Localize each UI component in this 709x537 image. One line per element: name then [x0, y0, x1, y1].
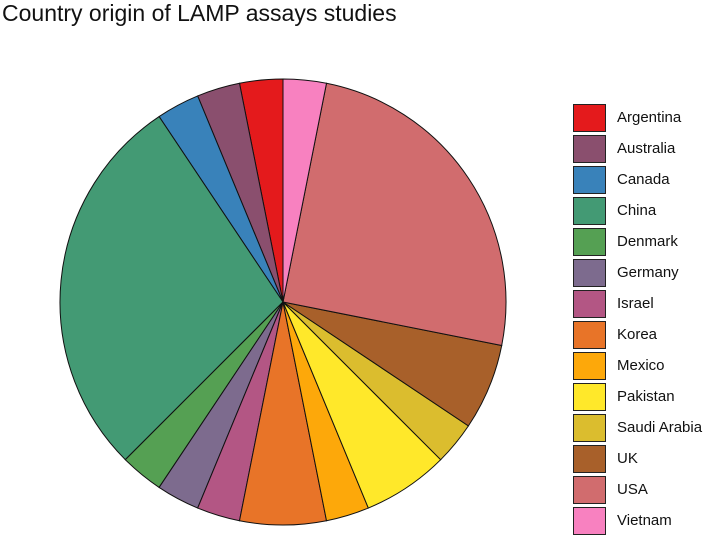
legend-swatch — [573, 506, 606, 535]
legend-item-mexico: Mexico — [573, 350, 702, 381]
legend-label: UK — [617, 450, 638, 467]
legend-item-australia: Australia — [573, 133, 702, 164]
legend-swatch — [573, 165, 606, 194]
legend-item-denmark: Denmark — [573, 226, 702, 257]
legend-swatch — [573, 258, 606, 287]
legend-label: Pakistan — [617, 388, 675, 405]
legend-label: Canada — [617, 171, 670, 188]
legend-item-israel: Israel — [573, 288, 702, 319]
legend: Argentina Australia Canada China Denmark Germ… — [573, 102, 702, 536]
legend-label: Israel — [617, 295, 654, 312]
legend-item-korea: Korea — [573, 319, 702, 350]
legend-label: Denmark — [617, 233, 678, 250]
legend-swatch — [573, 227, 606, 256]
legend-item-argentina: Argentina — [573, 102, 702, 133]
legend-swatch — [573, 351, 606, 380]
legend-item-usa: USA — [573, 474, 702, 505]
legend-label: Germany — [617, 264, 679, 281]
legend-item-vietnam: Vietnam — [573, 505, 702, 536]
legend-item-saudi-arabia: Saudi Arabia — [573, 412, 702, 443]
legend-swatch — [573, 444, 606, 473]
legend-item-germany: Germany — [573, 257, 702, 288]
chart-title: Country origin of LAMP assays studies — [2, 0, 397, 26]
legend-item-canada: Canada — [573, 164, 702, 195]
pie-slice-china — [59, 115, 284, 461]
legend-swatch — [573, 382, 606, 411]
legend-swatch — [573, 289, 606, 318]
legend-swatch — [573, 413, 606, 442]
legend-label: Saudi Arabia — [617, 419, 703, 436]
legend-label: USA — [617, 481, 648, 498]
pie-slice-vietnam — [282, 78, 328, 303]
legend-label: Korea — [617, 326, 658, 343]
legend-label: Mexico — [617, 357, 665, 374]
legend-label: Australia — [617, 140, 676, 157]
pie-slice-usa — [282, 82, 507, 347]
legend-swatch — [573, 196, 606, 225]
legend-item-pakistan: Pakistan — [573, 381, 702, 412]
legend-item-uk: UK — [573, 443, 702, 474]
legend-swatch — [573, 134, 606, 163]
legend-swatch — [573, 103, 606, 132]
legend-label: Argentina — [617, 109, 682, 126]
legend-swatch — [573, 320, 606, 349]
legend-item-china: China — [573, 195, 702, 226]
legend-swatch — [573, 475, 606, 504]
legend-label: Vietnam — [617, 512, 672, 529]
legend-label: China — [617, 202, 657, 219]
